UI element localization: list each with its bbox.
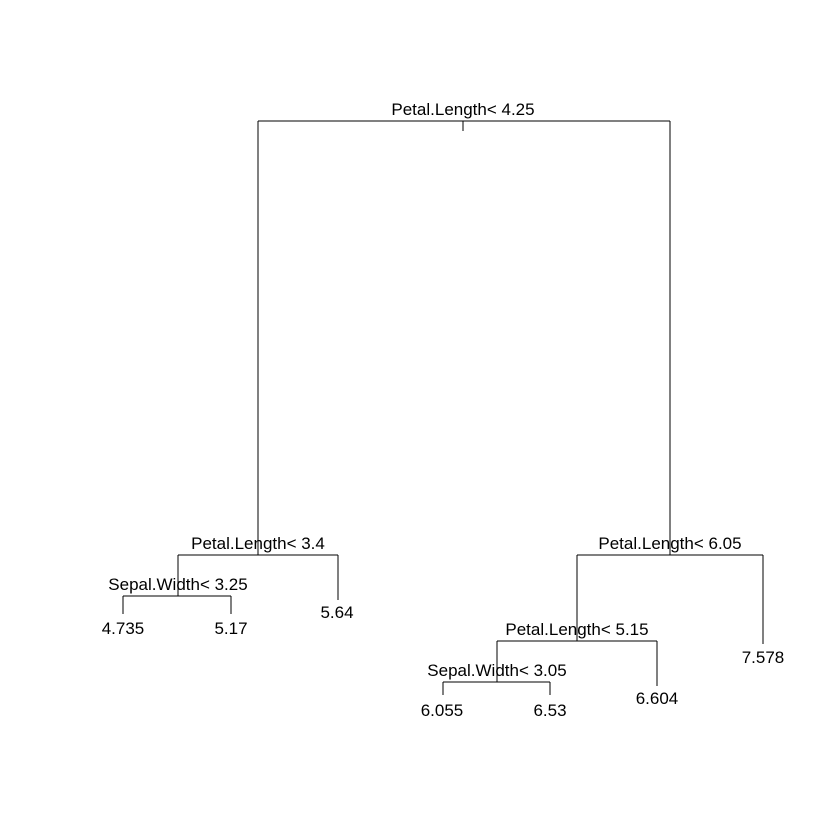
leaf-value: 5.64 bbox=[320, 603, 353, 622]
split-label-left-left: Sepal.Width< 3.25 bbox=[108, 575, 247, 594]
tree-branches bbox=[122, 120, 764, 695]
split-label-right-left-left: Sepal.Width< 3.05 bbox=[427, 661, 566, 680]
split-label-left: Petal.Length< 3.4 bbox=[191, 534, 325, 553]
leaf-value: 6.53 bbox=[533, 701, 566, 720]
leaf-value: 5.17 bbox=[214, 619, 247, 638]
split-label-right: Petal.Length< 6.05 bbox=[598, 534, 741, 553]
leaf-labels: 4.735 5.17 5.64 6.055 6.53 6.604 7.578 bbox=[102, 603, 785, 720]
split-label-right-left: Petal.Length< 5.15 bbox=[505, 620, 648, 639]
leaf-value: 7.578 bbox=[742, 648, 785, 667]
leaf-value: 4.735 bbox=[102, 619, 145, 638]
split-labels: Petal.Length< 4.25 Petal.Length< 3.4 Sep… bbox=[108, 100, 741, 680]
leaf-value: 6.604 bbox=[636, 689, 679, 708]
leaf-value: 6.055 bbox=[421, 701, 464, 720]
split-label-root: Petal.Length< 4.25 bbox=[391, 100, 534, 119]
